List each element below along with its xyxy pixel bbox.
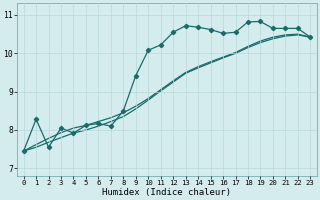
X-axis label: Humidex (Indice chaleur): Humidex (Indice chaleur) xyxy=(102,188,231,197)
